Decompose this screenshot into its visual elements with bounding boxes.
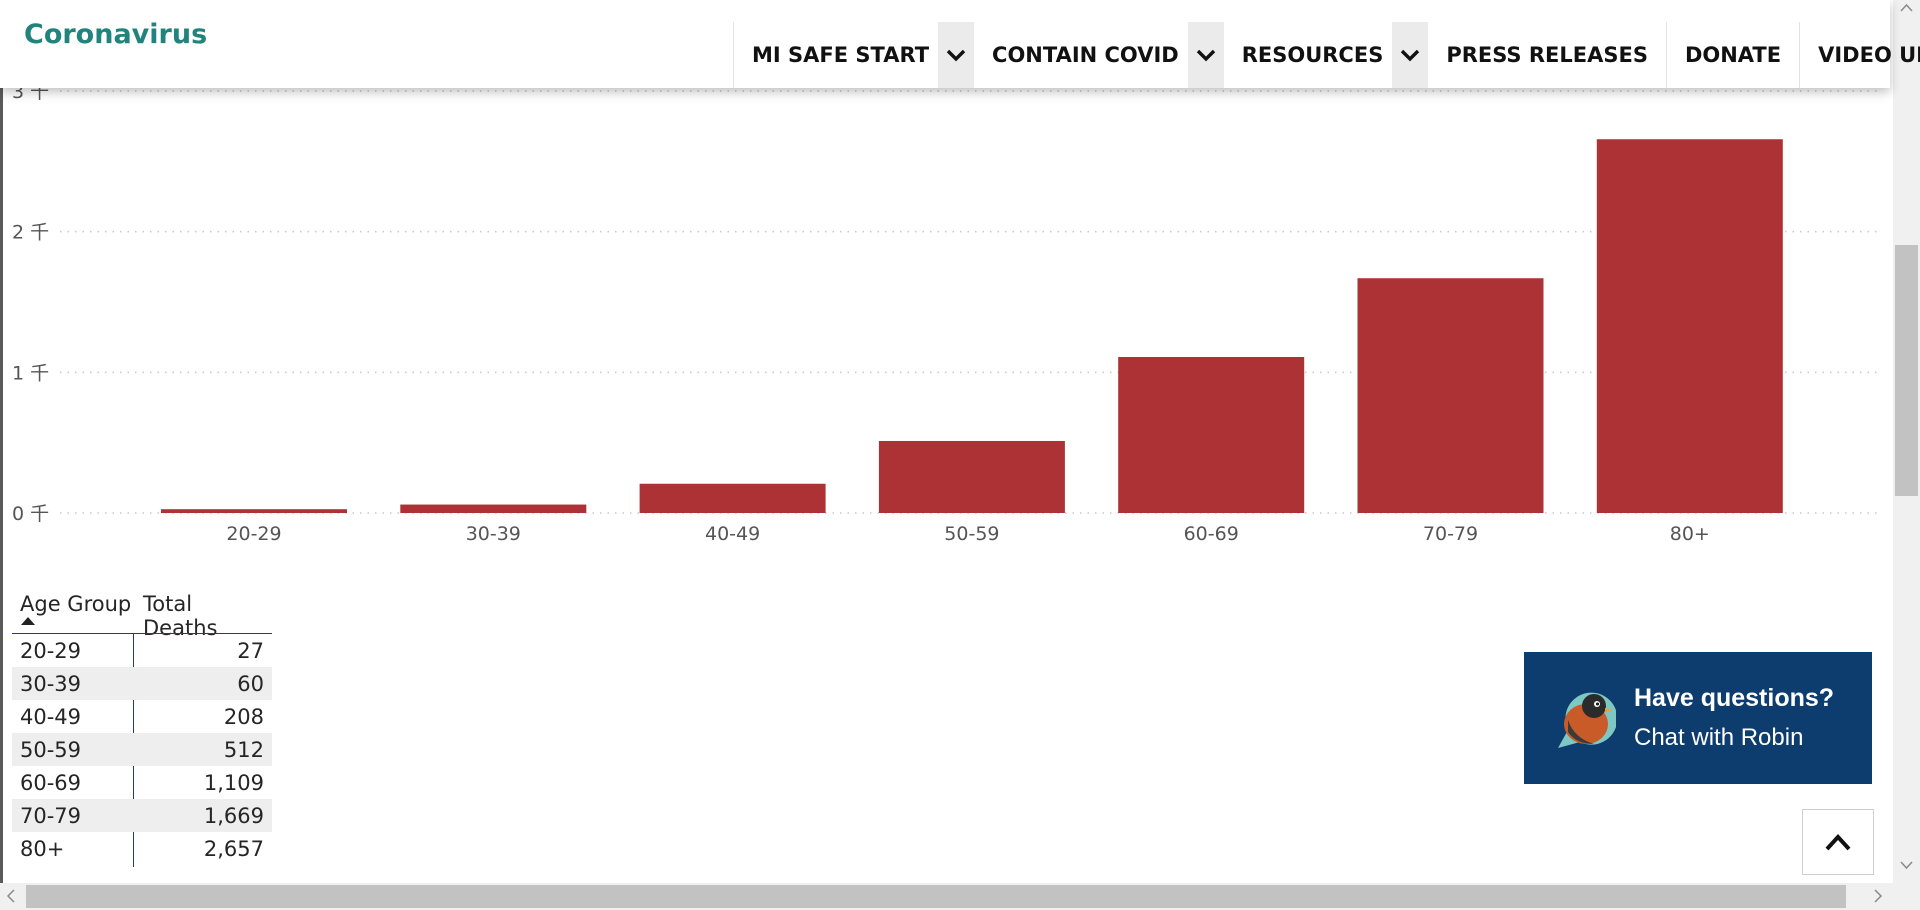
site-header: Coronavirus MI SAFE START CONTAIN COVID …	[0, 0, 1920, 88]
y-tick-label: 2 千	[12, 222, 49, 244]
scroll-up-arrow-icon[interactable]	[1900, 3, 1913, 12]
chevron-down-icon	[1196, 49, 1215, 62]
chat-cta: Chat with Robin	[1634, 724, 1804, 751]
table-row: 40-49 208	[12, 700, 272, 733]
deaths-cell: 2,657	[203, 837, 264, 861]
table-header-row: Age Group Total Deaths	[12, 588, 272, 640]
table-row: 30-39 60	[12, 667, 272, 700]
age-cell: 80+	[20, 837, 65, 861]
y-tick-label: 0 千	[12, 503, 49, 525]
deaths-cell: 60	[237, 672, 264, 696]
deaths-cell: 1,109	[203, 771, 264, 795]
x-tick-label: 70-79	[1423, 523, 1478, 545]
bar-60-69	[1118, 357, 1305, 513]
nav-separator	[1665, 22, 1667, 88]
vertical-scroll-thumb[interactable]	[1895, 245, 1918, 496]
deaths-cell: 27	[237, 639, 264, 663]
chevron-down-icon	[946, 49, 966, 62]
scrollbar-corner	[1893, 883, 1920, 910]
scroll-down-arrow-icon[interactable]	[1900, 861, 1913, 870]
robin-bird-icon	[1558, 692, 1616, 748]
horizontal-scroll-thumb[interactable]	[26, 885, 1846, 908]
horizontal-scrollbar[interactable]	[0, 883, 1893, 910]
header-divider	[12, 633, 272, 634]
column-header-total-deaths[interactable]: Total Deaths	[143, 592, 218, 640]
x-tick-label: 80+	[1670, 523, 1710, 545]
nav-contain-covid[interactable]: CONTAIN COVID	[992, 43, 1179, 67]
age-cell: 70-79	[20, 804, 82, 828]
back-to-top-button[interactable]	[1802, 809, 1874, 875]
age-cell: 20-29	[20, 639, 82, 663]
main-nav: MI SAFE START CONTAIN COVID RESOURCES PR…	[733, 22, 1920, 88]
scroll-left-arrow-icon[interactable]	[6, 889, 15, 903]
deaths-cell: 512	[223, 738, 264, 762]
x-tick-label: 30-39	[466, 523, 521, 545]
x-tick-label: 40-49	[705, 523, 760, 545]
age-cell: 50-59	[20, 738, 82, 762]
nav-video-updates[interactable]: VIDEO UPDATES	[1818, 43, 1920, 67]
bar-30-39	[400, 504, 587, 513]
deaths-cell: 1,669	[203, 804, 264, 828]
brand-title[interactable]: Coronavirus	[24, 19, 208, 50]
x-tick-label: 50-59	[944, 523, 999, 545]
age-cell: 30-39	[20, 672, 82, 696]
nav-press-releases[interactable]: PRESS RELEASES	[1446, 43, 1648, 67]
bar-20-29	[161, 509, 347, 513]
table-row: 50-59 512	[12, 733, 272, 766]
sort-ascending-icon	[21, 617, 35, 625]
nav-separator	[1799, 22, 1801, 88]
vertical-scrollbar[interactable]	[1893, 0, 1920, 883]
mi-safe-start-dropdown-toggle[interactable]	[938, 22, 975, 88]
nav-separator	[733, 22, 734, 88]
table-row: 20-29 27	[12, 634, 272, 667]
x-tick-label: 20-29	[226, 523, 281, 545]
table-row: 60-69 1,109	[12, 766, 272, 799]
nav-mi-safe-start[interactable]: MI SAFE START	[752, 43, 930, 67]
x-tick-label: 60-69	[1184, 523, 1239, 545]
age-cell: 40-49	[20, 705, 82, 729]
table-row: 80+ 2,657	[12, 832, 272, 865]
report-left-border	[0, 88, 3, 883]
chevron-up-icon	[1825, 834, 1851, 851]
column-header-age-group[interactable]: Age Group	[20, 592, 132, 616]
y-tick-label: 1 千	[12, 362, 49, 384]
chat-with-robin-widget[interactable]: Have questions? Chat with Robin	[1524, 652, 1872, 784]
nav-donate[interactable]: DONATE	[1684, 43, 1782, 67]
bar-80+	[1596, 139, 1783, 514]
table-row: 70-79 1,669	[12, 799, 272, 832]
bar-70-79	[1357, 278, 1544, 513]
deaths-by-age-chart: 0 千1 千2 千3 千20-29 30-39 40-49 50-59 60-69 70-…	[12, 81, 1880, 545]
deaths-cell: 208	[223, 705, 264, 729]
deaths-table: Age Group Total Deaths 20-29 27 30-39 60 4…	[12, 588, 272, 867]
nav-resources[interactable]: RESOURCES	[1241, 43, 1384, 67]
scroll-right-arrow-icon[interactable]	[1874, 889, 1883, 903]
age-cell: 60-69	[20, 771, 82, 795]
resources-dropdown-toggle[interactable]	[1392, 22, 1429, 88]
contain-covid-dropdown-toggle[interactable]	[1187, 22, 1224, 88]
bar-50-59	[878, 440, 1065, 513]
bar-40-49	[639, 483, 826, 513]
chat-heading: Have questions?	[1634, 684, 1835, 712]
chevron-down-icon	[1401, 49, 1420, 62]
